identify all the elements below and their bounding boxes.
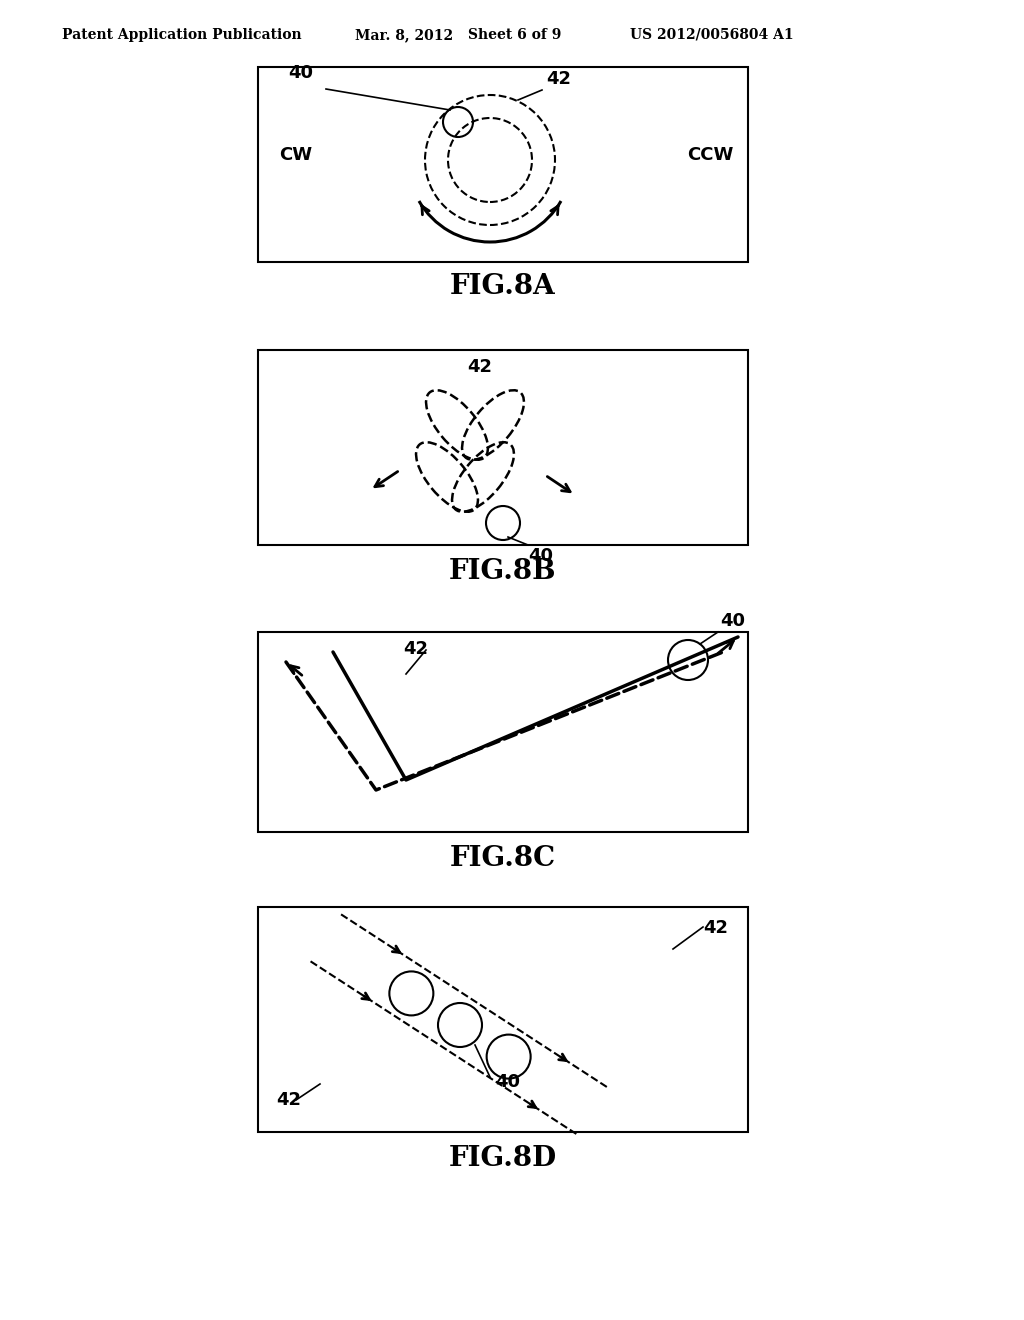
Text: FIG.8A: FIG.8A <box>451 273 556 300</box>
Text: 40: 40 <box>288 63 313 82</box>
Text: 40: 40 <box>495 1073 520 1092</box>
Text: 40: 40 <box>720 612 745 630</box>
Text: 42: 42 <box>276 1092 301 1109</box>
Text: 42: 42 <box>403 640 428 657</box>
Text: US 2012/0056804 A1: US 2012/0056804 A1 <box>630 28 794 42</box>
Text: 42: 42 <box>703 919 728 937</box>
Text: Patent Application Publication: Patent Application Publication <box>62 28 302 42</box>
Text: Mar. 8, 2012: Mar. 8, 2012 <box>355 28 454 42</box>
Text: FIG.8D: FIG.8D <box>449 1144 557 1172</box>
Text: 42: 42 <box>468 358 493 376</box>
Text: 42: 42 <box>546 70 571 88</box>
Bar <box>258 632 748 832</box>
Text: CW: CW <box>280 147 312 164</box>
Text: 40: 40 <box>528 546 553 565</box>
Bar <box>258 907 748 1133</box>
Text: CCW: CCW <box>687 147 733 164</box>
Bar <box>258 67 748 261</box>
Text: FIG.8C: FIG.8C <box>450 845 556 873</box>
Text: FIG.8B: FIG.8B <box>450 558 557 585</box>
Bar <box>258 350 748 545</box>
Text: Sheet 6 of 9: Sheet 6 of 9 <box>468 28 561 42</box>
